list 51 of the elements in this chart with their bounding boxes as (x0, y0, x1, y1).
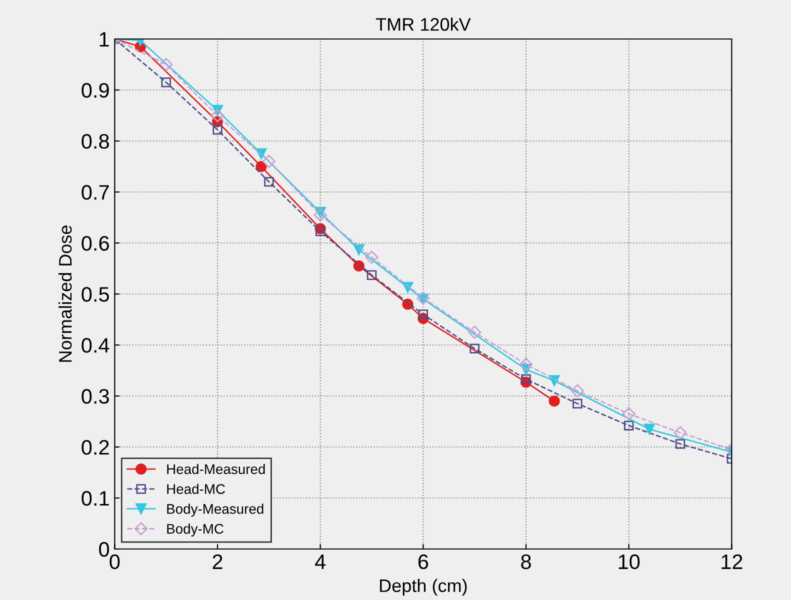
y-tick-label: 0.1 (82, 491, 109, 506)
x-tick-label: 8 (521, 554, 531, 570)
x-tick-label: 12 (722, 554, 742, 569)
y-tick-label: 0.4 (82, 338, 110, 353)
legend-label: Body-Measured (167, 504, 264, 517)
x-tick-label: 2 (212, 554, 222, 569)
point (160, 58, 173, 72)
point (366, 270, 377, 280)
chart-title: TMR 120kV (376, 18, 471, 31)
legend-label: Head-Measured (167, 464, 265, 474)
y-tick-label: 0.6 (82, 236, 109, 251)
x-tick-label: 6 (418, 554, 428, 570)
x-tick-label: 10 (618, 554, 640, 570)
point (416, 291, 430, 305)
point (519, 358, 533, 371)
y-tick-label: 0.5 (82, 287, 109, 302)
x-tick-label: 0 (110, 554, 120, 570)
point (256, 160, 267, 172)
point (264, 176, 274, 187)
y-tick-label: 0.8 (82, 134, 109, 149)
point (315, 226, 326, 236)
y-tick-label: 0.9 (82, 83, 109, 98)
point (624, 420, 634, 430)
legend-label: Body-MC (167, 524, 224, 536)
point (521, 374, 531, 384)
point (262, 154, 276, 168)
point (314, 208, 327, 222)
point (365, 250, 378, 264)
point (468, 326, 482, 339)
point (572, 398, 582, 409)
point (161, 77, 171, 88)
point (353, 260, 364, 272)
x-axis-title: Depth (cm) (380, 578, 467, 596)
y-axis-title: Normalized Dose (58, 226, 72, 362)
point (418, 310, 428, 320)
point (622, 407, 636, 420)
y-tick-label: 0.3 (82, 389, 109, 404)
point (675, 439, 686, 449)
point (548, 396, 560, 407)
point (674, 426, 687, 440)
point (210, 108, 224, 122)
y-tick-label: 0.7 (82, 185, 109, 200)
point (644, 424, 655, 435)
legend-label: Head-MC (167, 484, 225, 494)
x-tick-label: 4 (315, 554, 326, 569)
point (470, 344, 480, 354)
y-tick-label: 0 (99, 542, 110, 557)
y-tick-label: 1 (100, 32, 109, 47)
point (212, 124, 222, 135)
point (570, 384, 584, 398)
y-tick-label: 0.2 (82, 440, 109, 455)
